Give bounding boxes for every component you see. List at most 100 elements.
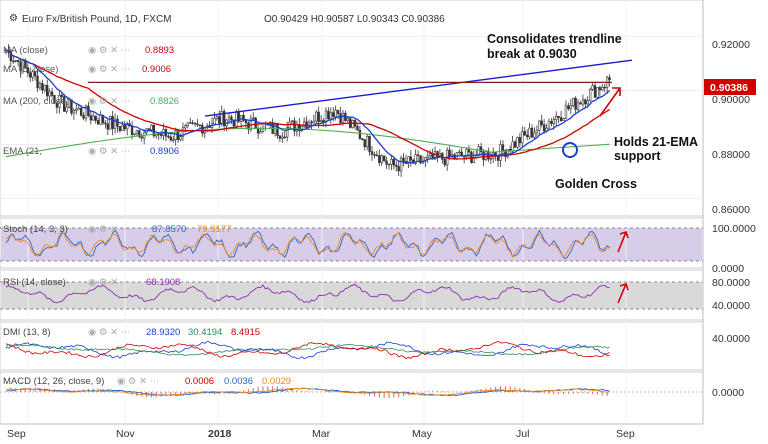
dmi-tick-40: 40.0000 [712, 333, 750, 345]
candle-body [426, 155, 429, 158]
macd-panel [0, 371, 704, 425]
price-series [4, 44, 633, 177]
rsi-tick-40: 40.0000 [712, 300, 750, 312]
candle-body [479, 146, 483, 153]
candle-body [368, 135, 371, 152]
candle-body [189, 122, 192, 124]
macd-histogram-value: 0.0006 [185, 376, 214, 387]
macd-signal-line [5, 387, 610, 397]
candle-body [21, 60, 25, 72]
candle-body [46, 85, 49, 97]
candle-body [499, 144, 502, 161]
candle-body [106, 123, 110, 130]
dmi-label: DMI (13, 8) [3, 327, 51, 338]
candle-body [586, 100, 589, 105]
candle-body [99, 114, 102, 125]
rsi-tick-80: 80.0000 [712, 277, 750, 289]
ma1-controls[interactable]: ◉ ⚙ ✕ ⋯ [88, 45, 130, 56]
candle-body [315, 111, 318, 122]
candle-body [174, 130, 177, 141]
settings-icon[interactable]: ⚙ [9, 13, 18, 24]
candle-body [38, 83, 42, 89]
candle-body [213, 117, 216, 125]
candle-body [140, 136, 143, 139]
candle-body [283, 136, 286, 139]
candle-body [104, 122, 107, 125]
candle-body [574, 97, 577, 110]
candle-body [535, 129, 539, 134]
ema21-label: EMA (21, [3, 146, 42, 157]
candle-body [465, 149, 468, 158]
price-tick-0: 0.92000 [712, 39, 750, 51]
candle-body [133, 133, 136, 135]
macd-controls[interactable]: ◉ ⚙ ✕ ⋯ [117, 376, 159, 387]
candle-body [358, 129, 362, 139]
candle-body [443, 159, 446, 166]
candle-body [564, 105, 568, 119]
dmi-adx-line [5, 343, 610, 357]
candle-body [232, 119, 236, 127]
candle-body [14, 60, 17, 62]
candle-body [101, 114, 105, 124]
rsi-line [5, 283, 610, 304]
candle-body [569, 105, 572, 110]
candle-body [89, 115, 93, 121]
candle-body [312, 120, 316, 124]
candle-body [172, 139, 175, 141]
candle-body [249, 118, 253, 130]
candle-body [436, 151, 439, 158]
ma200-controls[interactable]: ◉ ⚙ ✕ ⋯ [88, 96, 130, 107]
ema21-value: 0.8906 [150, 146, 179, 157]
candle-body [48, 91, 51, 97]
dmi-controls[interactable]: ◉ ⚙ ✕ ⋯ [88, 327, 130, 338]
candle-body [513, 141, 517, 148]
candle-body [33, 71, 37, 77]
candle-body [19, 61, 22, 72]
rsi-up-arrow-icon [617, 282, 629, 304]
candle-body [222, 111, 226, 127]
candle-body [533, 132, 536, 138]
candle-body [458, 151, 461, 154]
candle-body [261, 123, 265, 132]
candle-body [87, 105, 90, 116]
candle-body [300, 125, 303, 132]
candle-body [555, 115, 558, 120]
candle-body [584, 99, 587, 105]
time-label-6: Sep [616, 428, 635, 440]
ema-support-annotation-line2: support [614, 149, 661, 163]
symbol-title: Euro Fx/British Pound, 1D, FXCM [22, 14, 172, 25]
rsi-band [1, 282, 702, 309]
candle-body [390, 159, 393, 165]
candle-body [467, 149, 471, 153]
candle-body [244, 120, 248, 124]
candle-body [596, 87, 599, 98]
candle-body [409, 156, 413, 161]
candle-body [341, 112, 345, 124]
ma2-controls[interactable]: ◉ ⚙ ✕ ⋯ [88, 64, 130, 75]
candle-body [395, 164, 398, 167]
candle-body [254, 117, 257, 130]
candle-body [36, 75, 39, 89]
dmi-adx-value: 30.4194 [188, 327, 222, 338]
candle-body [356, 126, 359, 131]
candle-body [230, 116, 233, 121]
stoch-controls[interactable]: ◉ ⚙ ✕ ⋯ [88, 224, 130, 235]
ema21-controls[interactable]: ◉ ⚙ ✕ ⋯ [88, 146, 130, 157]
ohlc-readout: O0.90429 H0.90587 L0.90343 C0.90386 [264, 14, 445, 25]
rsi-controls[interactable]: ◉ ⚙ ✕ ⋯ [88, 277, 130, 288]
time-label-5: Jul [516, 428, 529, 440]
candle-body [552, 119, 556, 124]
candle-body [496, 155, 500, 161]
candle-body [346, 118, 349, 121]
candle-body [201, 125, 204, 134]
time-label-3: Mar [312, 428, 331, 440]
candle-body [484, 150, 488, 161]
candle-body [12, 60, 15, 63]
candle-body [351, 120, 354, 128]
candle-body [121, 124, 124, 131]
candle-body [603, 86, 606, 89]
candle-body [518, 137, 522, 144]
candle-body [460, 151, 463, 157]
candle-body [60, 95, 63, 97]
